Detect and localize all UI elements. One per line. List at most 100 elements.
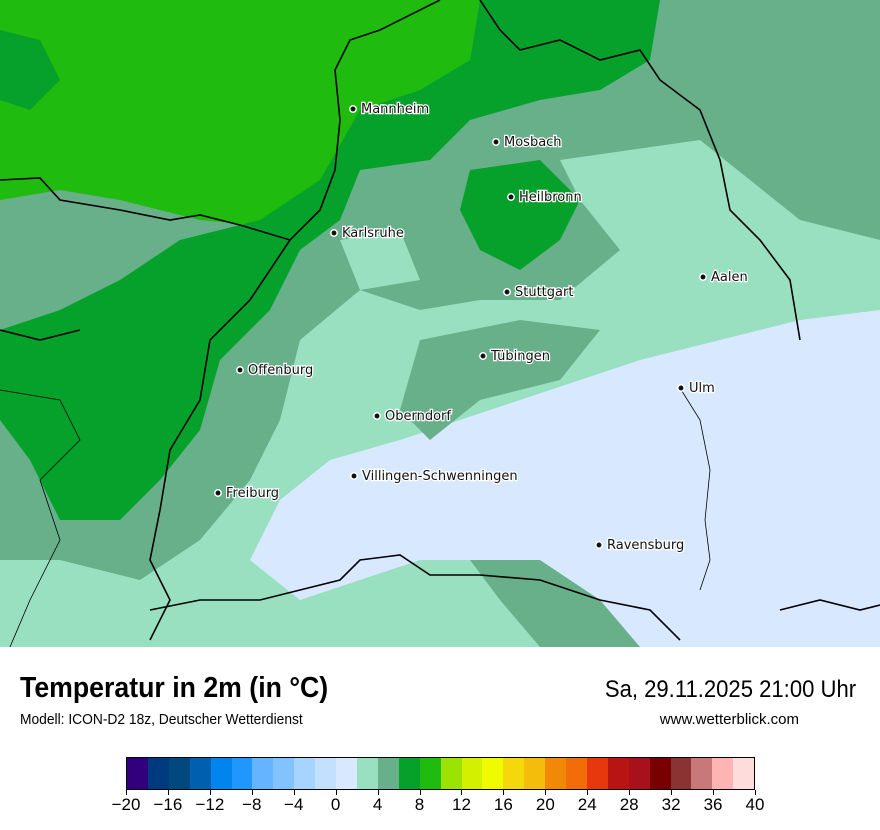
legend-tick-label: −8	[242, 795, 262, 814]
legend-swatch	[294, 758, 316, 789]
legend-swatch	[649, 758, 671, 789]
color-legend	[126, 757, 755, 790]
city-dot	[595, 541, 603, 549]
legend-swatch	[482, 758, 504, 789]
website-link[interactable]: www.wetterblick.com	[659, 711, 799, 728]
city-marker: Villingen-Schwenningen	[350, 468, 519, 485]
legend-tick-label: 20	[535, 795, 555, 814]
legend-swatch	[315, 758, 337, 789]
legend-tick	[629, 790, 631, 795]
legend-tick-label: −20	[111, 795, 141, 814]
city-label: Mannheim	[361, 102, 429, 117]
legend-swatch	[566, 758, 587, 789]
legend-tick-label: 32	[661, 795, 681, 814]
legend-tick	[377, 790, 379, 795]
city-label: Stuttgart	[515, 285, 573, 300]
legend-swatch	[461, 758, 483, 789]
legend-tick-label: 8	[414, 795, 425, 814]
legend-tick	[335, 790, 337, 795]
temp-zone-6-8	[460, 160, 580, 270]
legend-tick	[503, 790, 505, 795]
city-label: Freiburg	[226, 486, 279, 501]
city-dot	[677, 384, 685, 392]
legend-tick-label: 12	[451, 795, 471, 814]
legend-tick	[755, 790, 756, 795]
legend-tick-label: −16	[153, 795, 183, 814]
legend-swatch	[712, 758, 734, 789]
legend-tick-label: 28	[619, 795, 639, 814]
city-label: Karlsruhe	[342, 226, 404, 241]
legend-swatch	[231, 758, 253, 789]
city-label: Offenburg	[248, 363, 313, 378]
legend-swatch	[628, 758, 650, 789]
legend-tick	[545, 790, 547, 795]
city-label: Mosbach	[504, 135, 562, 150]
city-marker: Karlsruhe	[330, 225, 405, 242]
city-label: Ravensburg	[607, 538, 684, 553]
legend-swatch	[670, 758, 692, 789]
city-marker: Ulm	[677, 380, 716, 397]
legend-tick-label: 24	[577, 795, 597, 814]
temp-zone-2-4	[340, 230, 420, 290]
legend-swatch	[419, 758, 441, 789]
legend-tick	[461, 790, 463, 795]
city-marker: Oberndorf	[373, 408, 453, 425]
legend-tick	[209, 790, 211, 795]
city-label: Oberndorf	[385, 409, 451, 424]
city-dot	[373, 412, 381, 420]
city-dot	[236, 366, 244, 374]
map-title: Temperatur in 2m (in °C)	[20, 672, 329, 704]
legend-swatch	[273, 758, 295, 789]
legend-tick-label: 4	[372, 795, 383, 814]
legend-swatch	[733, 758, 755, 789]
legend-tick	[251, 790, 253, 795]
city-marker: Offenburg	[236, 362, 315, 379]
borders	[0, 0, 880, 641]
rivers	[0, 387, 711, 647]
city-label: Heilbronn	[519, 190, 582, 205]
legend-swatch	[586, 758, 608, 789]
legend-swatch	[210, 758, 232, 789]
legend-tick	[671, 790, 673, 795]
legend-ticks: −20 −16 −12 −8 −4 0 4 8 12 16 20 24 28 32 36 40	[112, 790, 764, 830]
legend-tick-label: 40	[745, 795, 765, 814]
legend-swatch	[691, 758, 713, 789]
legend-tick-label: 0	[330, 795, 341, 814]
city-dot	[479, 352, 487, 360]
model-source: Modell: ICON-D2 18z, Deutscher Wetterdie…	[20, 711, 303, 728]
legend-tick	[293, 790, 295, 795]
city-label: Aalen	[711, 270, 748, 285]
city-marker: Aalen	[699, 269, 749, 286]
legend-swatch	[189, 758, 211, 789]
legend-swatch	[503, 758, 525, 789]
legend-tick	[419, 790, 421, 795]
legend-swatch	[377, 758, 399, 789]
city-dot	[503, 288, 511, 296]
city-marker: Mosbach	[492, 134, 563, 151]
city-dot	[214, 489, 222, 497]
city-dot	[350, 472, 358, 480]
legend-swatch	[545, 758, 567, 789]
legend-tick	[587, 790, 589, 795]
city-dot	[330, 229, 338, 237]
city-marker: Ravensburg	[595, 537, 686, 554]
legend-swatch	[524, 758, 546, 789]
legend-tick-label: −4	[284, 795, 304, 814]
city-label: Villingen-Schwenningen	[362, 469, 518, 484]
legend-tick	[713, 790, 715, 795]
legend-swatch	[607, 758, 629, 789]
temp-zone-4-6	[470, 560, 640, 647]
temperature-map: Mannheim Mosbach Heilbronn Karlsruhe Aalen St…	[0, 0, 880, 647]
legend-swatch	[356, 758, 378, 789]
legend-swatch	[127, 758, 148, 789]
city-dot	[507, 193, 515, 201]
temp-zone-4-6	[400, 320, 600, 440]
legend-swatch	[168, 758, 190, 789]
legend-swatch	[252, 758, 274, 789]
legend-tick-label: −12	[195, 795, 225, 814]
city-marker: Tübingen	[479, 348, 551, 365]
forecast-datetime: Sa, 29.11.2025 21:00 Uhr	[604, 676, 856, 703]
legend-swatch	[398, 758, 420, 789]
city-marker: Freiburg	[214, 485, 280, 502]
city-label: Tübingen	[490, 349, 550, 364]
